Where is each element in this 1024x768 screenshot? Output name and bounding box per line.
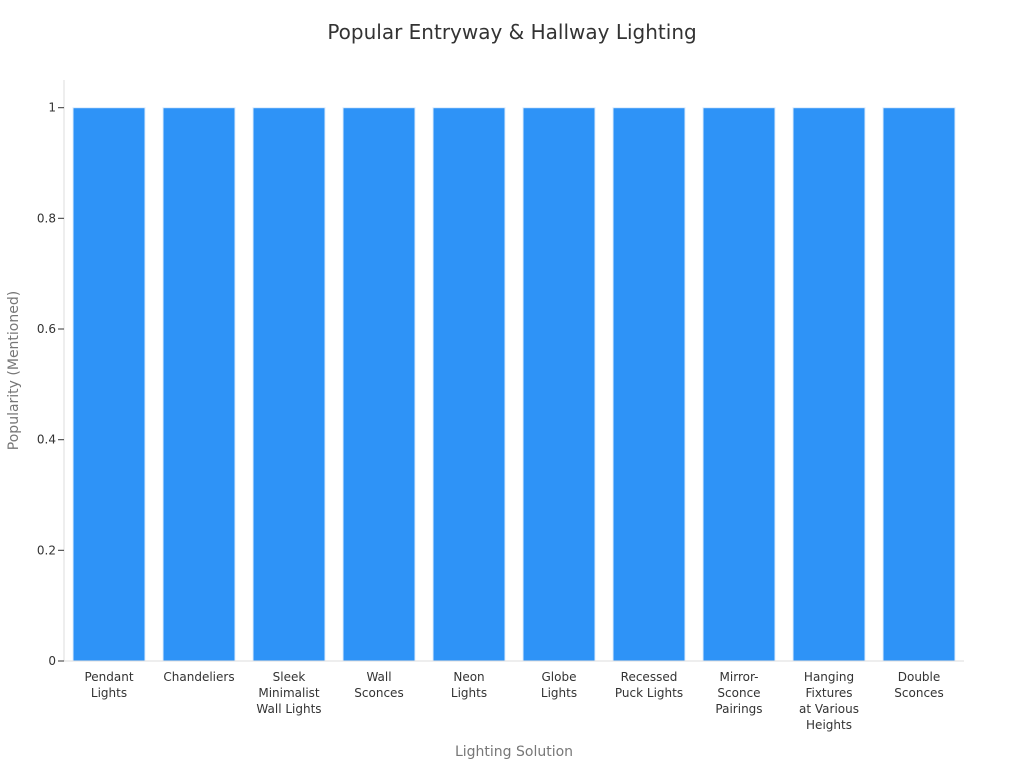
y-tick-label: 0 xyxy=(48,654,56,668)
bar xyxy=(882,107,956,662)
x-tick-label: Globe Lights xyxy=(541,670,577,700)
y-tick-label: 0.8 xyxy=(37,211,56,225)
bar xyxy=(72,107,146,662)
x-tick-label: Pendant Lights xyxy=(84,670,133,700)
x-tick-label: Sleek Minimalist Wall Lights xyxy=(256,670,321,716)
x-tick-label: Neon Lights xyxy=(451,670,487,700)
x-tick-label: Recessed Puck Lights xyxy=(615,670,683,700)
x-tick-label: Chandeliers xyxy=(163,670,234,684)
y-tick-label: 1 xyxy=(48,101,56,115)
y-tick-label: 0.6 xyxy=(37,322,56,336)
x-tick-label: Wall Sconces xyxy=(354,670,403,700)
bar xyxy=(432,107,506,662)
axes-layer xyxy=(58,80,964,662)
bar xyxy=(792,107,866,662)
x-tick-label: Double Sconces xyxy=(894,670,943,700)
labels-layer: Pendant Lights Chandeliers Sleek Minimalist W… xyxy=(37,101,944,732)
x-axis-title: Lighting Solution xyxy=(455,744,573,760)
bar xyxy=(342,107,416,662)
y-tick-label: 0.4 xyxy=(37,433,56,447)
x-tick-label: Hanging Fixtures at Various Heights xyxy=(799,670,859,732)
bar xyxy=(522,107,596,662)
y-tick-label: 0.2 xyxy=(37,543,56,557)
bar xyxy=(612,107,686,662)
chart-title: Popular Entryway & Hallway Lighting xyxy=(327,20,697,44)
bar xyxy=(162,107,236,662)
bar xyxy=(702,107,776,662)
bar xyxy=(252,107,326,662)
y-axis-title: Popularity (Mentioned) xyxy=(6,291,22,450)
x-tick-label: Mirror-Sconce Pairings xyxy=(715,670,762,716)
bars-layer xyxy=(72,107,956,662)
